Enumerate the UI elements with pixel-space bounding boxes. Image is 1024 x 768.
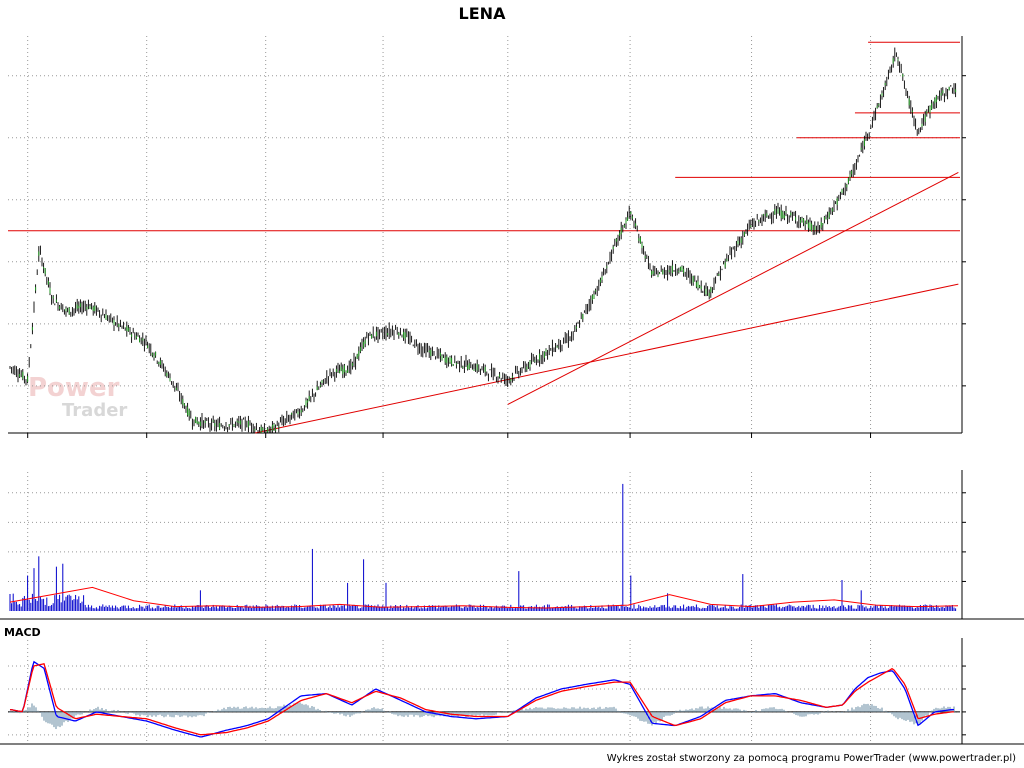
credit-text: Wykres został stworzony za pomocą progra… (607, 753, 1016, 764)
macd-histogram (9, 702, 955, 730)
macd-panel: MACD (4, 626, 966, 744)
trendline (507, 172, 959, 405)
watermark-trader: Trader (62, 400, 127, 421)
volume-panel (0, 470, 1024, 620)
macd-title: MACD (4, 626, 41, 639)
volume-bars (9, 483, 957, 611)
chart-title: LENA (459, 4, 507, 23)
watermark: Power Trader (28, 373, 127, 421)
price-candles (9, 47, 957, 433)
trendline (254, 283, 959, 434)
volume-moving-average (9, 586, 959, 609)
macd-signal-line (9, 663, 954, 736)
price-panel (8, 36, 966, 438)
watermark-power: Power (28, 373, 120, 403)
price-plot-area (8, 36, 960, 433)
macd-line (9, 660, 954, 738)
